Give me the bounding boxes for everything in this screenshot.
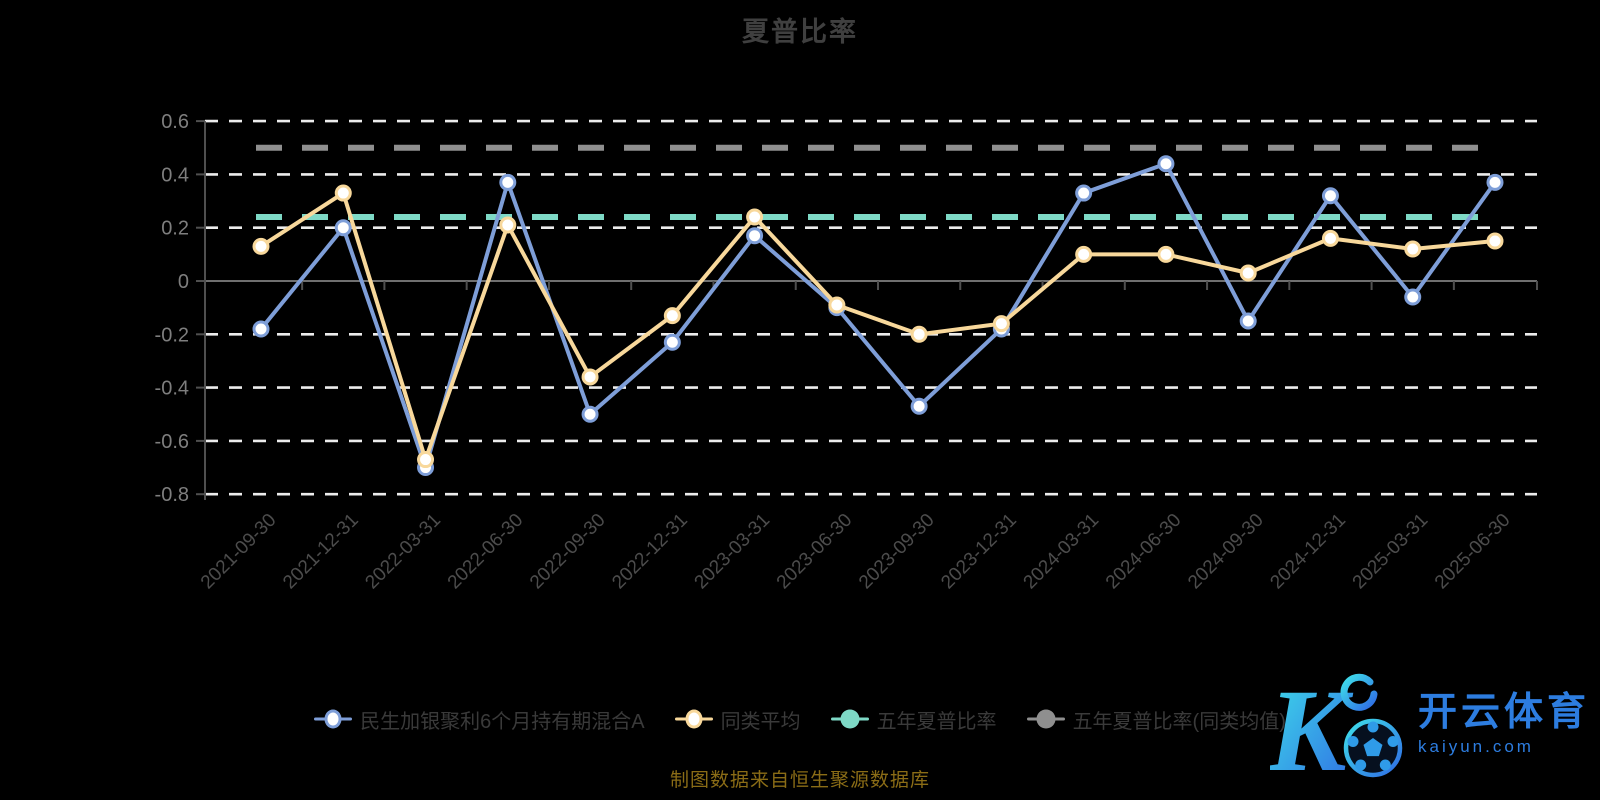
data-point-marker (746, 227, 764, 245)
y-tick-label: 0.2 (161, 218, 189, 240)
legend-label: 五年夏普比率(同类均值) (1072, 710, 1286, 733)
kaiyun-watermark: K 开云体育 kaiyun.com (1270, 668, 1590, 786)
data-point-marker (663, 333, 681, 351)
soccer-ball-icon (1343, 718, 1403, 778)
page-title: 夏普比率 (742, 17, 858, 47)
legend-marker-icon (314, 709, 353, 729)
data-point-marker (1404, 288, 1422, 306)
x-tick-label: 2022-12-31 (608, 510, 692, 594)
x-tick-label: 2022-06-30 (444, 510, 528, 594)
data-point-marker (1404, 240, 1422, 258)
data-point-marker (910, 397, 928, 415)
legend-item-0[interactable]: 民生加银聚利6个月持有期混合A (314, 705, 645, 734)
reference-lines (256, 144, 1495, 221)
legend-label: 五年夏普比率 (876, 710, 997, 733)
series-line (259, 161, 1497, 470)
series-line (259, 191, 1496, 462)
x-tick-label: 2024-06-30 (1102, 510, 1186, 594)
x-tick-label: 2022-09-30 (526, 510, 610, 594)
x-tick-label: 2023-12-31 (937, 510, 1021, 594)
legend-marker-icon (1026, 709, 1065, 729)
data-point-marker (1075, 245, 1093, 263)
data-point-marker (1157, 155, 1175, 173)
data-point-marker (663, 307, 681, 325)
data-point-marker (1321, 229, 1339, 247)
data-source-note: 制图数据来自恒生聚源数据库 (669, 770, 930, 791)
legend-label: 同类平均 (720, 710, 801, 733)
legend-marker-icon (674, 709, 713, 729)
legend-item-3[interactable]: 五年夏普比率(同类均值) (1026, 705, 1286, 734)
legend-item-1[interactable]: 同类平均 (674, 705, 801, 734)
data-point-marker (334, 184, 352, 202)
x-axis-ticks (204, 281, 1538, 290)
series-民生加银聚利6个月持有期混合A (252, 155, 1504, 477)
data-point-marker (334, 219, 352, 237)
data-point-marker (252, 237, 270, 255)
legend-marker-icon (830, 709, 869, 729)
x-tick-label: 2023-06-30 (773, 510, 857, 594)
watermark-domain: kaiyun.com (1417, 737, 1534, 756)
data-point-marker (1239, 264, 1257, 282)
x-tick-label: 2023-03-31 (691, 510, 775, 594)
x-tick-label: 2025-06-30 (1431, 510, 1515, 594)
x-tick-label: 2022-03-31 (361, 510, 445, 594)
chart-legend: 民生加银聚利6个月持有期混合A 同类平均 五年夏普比率 五年夏普比率(同类均值) (0, 701, 1600, 737)
y-tick-label: -0.4 (155, 378, 189, 400)
x-tick-label: 2021-12-31 (279, 510, 363, 594)
y-tick-label: -0.6 (155, 431, 189, 453)
logo-swirl (1340, 673, 1378, 711)
x-tick-label: 2024-12-31 (1266, 510, 1350, 594)
data-point-marker (992, 315, 1010, 333)
data-point-marker (746, 208, 764, 226)
x-tick-label: 2024-03-31 (1020, 510, 1104, 594)
y-tick-label: -0.8 (155, 484, 189, 506)
x-tick-label: 2021-09-30 (197, 510, 281, 594)
legend-item-2[interactable]: 五年夏普比率 (830, 705, 997, 734)
data-point-marker (910, 325, 928, 343)
data-point-marker (581, 405, 599, 423)
kaiyun-logo-icon: K (1270, 668, 1403, 786)
legend-label: 民生加银聚利6个月持有期混合A (360, 710, 645, 733)
data-point-marker (828, 296, 846, 314)
data-point-marker (1075, 184, 1093, 202)
data-point-marker (252, 320, 270, 338)
data-point-marker (581, 368, 599, 386)
watermark-brand: 开云体育 (1417, 691, 1590, 734)
x-tick-label: 2023-09-30 (855, 510, 939, 594)
x-tick-label: 2024-09-30 (1184, 510, 1268, 594)
series-同类平均 (252, 184, 1504, 469)
y-gridlines (205, 119, 1537, 496)
data-point-marker (1321, 187, 1339, 205)
data-point-marker (499, 173, 517, 191)
x-tick-label: 2025-03-31 (1349, 510, 1433, 594)
logo-letter-k: K (1270, 668, 1354, 786)
axes (204, 121, 1537, 500)
y-tick-label: -0.2 (155, 324, 189, 346)
y-tick-label: 0.6 (161, 111, 189, 133)
y-tick-label: 0 (178, 271, 189, 293)
x-axis-labels: 2021-09-302021-12-312022-03-312022-06-30… (197, 510, 1515, 594)
data-point-marker (1157, 245, 1175, 263)
data-point-marker (499, 216, 517, 234)
data-point-marker (1486, 173, 1504, 191)
data-point-marker (417, 451, 435, 469)
data-point-marker (1486, 232, 1504, 250)
y-axis-ticks (196, 120, 205, 496)
y-axis-labels: 0.6 0.4 0.2 0 -0.2 -0.4 -0.6 -0.8 (155, 111, 189, 506)
data-point-marker (1239, 312, 1257, 330)
y-tick-label: 0.4 (161, 164, 189, 186)
